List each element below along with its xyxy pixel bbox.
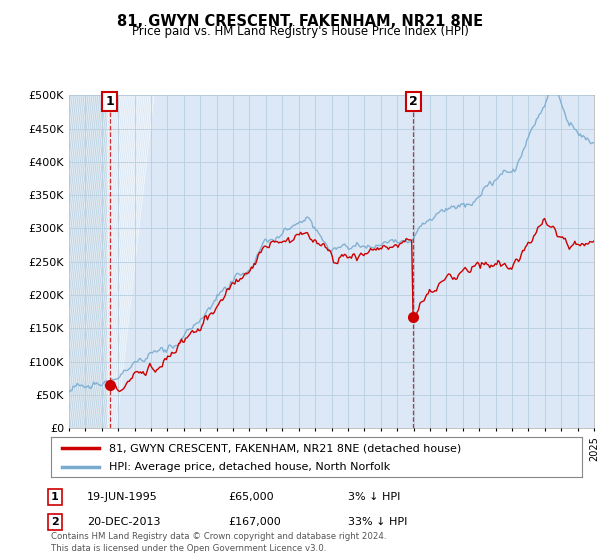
Text: 81, GWYN CRESCENT, FAKENHAM, NR21 8NE (detached house): 81, GWYN CRESCENT, FAKENHAM, NR21 8NE (d… [109,443,461,453]
Text: 81, GWYN CRESCENT, FAKENHAM, NR21 8NE: 81, GWYN CRESCENT, FAKENHAM, NR21 8NE [117,14,483,29]
Text: 2: 2 [51,517,59,527]
Polygon shape [69,95,107,428]
Text: 19-JUN-1995: 19-JUN-1995 [87,492,158,502]
Text: Contains HM Land Registry data © Crown copyright and database right 2024.
This d: Contains HM Land Registry data © Crown c… [51,533,386,553]
Text: £65,000: £65,000 [228,492,274,502]
Text: 2: 2 [409,95,418,108]
Text: 1: 1 [51,492,59,502]
Text: HPI: Average price, detached house, North Norfolk: HPI: Average price, detached house, Nort… [109,462,391,472]
Text: Price paid vs. HM Land Registry's House Price Index (HPI): Price paid vs. HM Land Registry's House … [131,25,469,38]
Text: £167,000: £167,000 [228,517,281,527]
Text: 33% ↓ HPI: 33% ↓ HPI [348,517,407,527]
Text: 3% ↓ HPI: 3% ↓ HPI [348,492,400,502]
Text: 20-DEC-2013: 20-DEC-2013 [87,517,161,527]
Text: 1: 1 [105,95,114,108]
